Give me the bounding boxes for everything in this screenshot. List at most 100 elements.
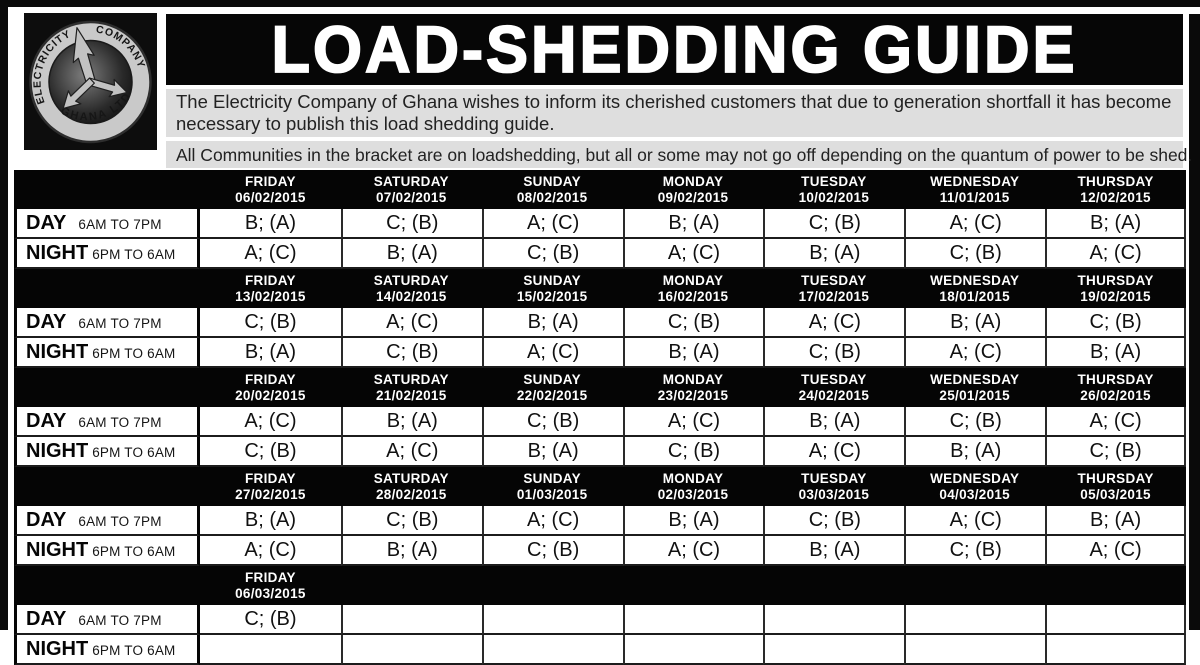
week-header-cell: SUNDAY 01/03/2015: [482, 467, 623, 506]
schedule-cell: B; (A): [622, 338, 764, 368]
weekday-date: 17/02/2015: [798, 288, 870, 304]
schedule-cell: [340, 635, 482, 665]
schedule-cell: B; (A): [622, 506, 764, 536]
day-row: DAY 6AM TO 7PM A; (C) B; (A) C; (B) A; (C) B; …: [14, 407, 1186, 437]
week-header-cell: TUESDAY 10/02/2015: [763, 170, 904, 209]
week-block: FRIDAY 27/02/2015 SATURDAY 28/02/2015 SUNDAY…: [14, 467, 1186, 566]
weekday-name: SUNDAY: [523, 372, 581, 387]
week-header-spacer: [14, 269, 200, 308]
weekday-name: MONDAY: [662, 372, 724, 387]
row-label-cell: NIGHT 6PM TO 6AM: [14, 239, 200, 269]
schedule-cell: C; (B): [481, 407, 623, 437]
week-header-cell: THURSDAY 05/03/2015: [1045, 467, 1186, 506]
schedule-cell: A; (C): [763, 437, 905, 467]
row-label: NIGHT: [26, 440, 89, 462]
week-header-cell: TUESDAY 17/02/2015: [763, 269, 904, 308]
schedule-cell: C; (B): [622, 437, 764, 467]
week-header-spacer: [14, 368, 200, 407]
weekday-name: FRIDAY: [245, 471, 296, 486]
weekday-date: 22/02/2015: [516, 387, 588, 403]
day-row: DAY 6AM TO 7PM B; (A) C; (B) A; (C) B; (A) C; …: [14, 209, 1186, 239]
week-header-cell: SUNDAY 08/02/2015: [482, 170, 623, 209]
arrow-icon: [62, 77, 95, 109]
week-header-cell: MONDAY 02/03/2015: [623, 467, 764, 506]
weekday-date: 11/01/2015: [939, 189, 1010, 205]
weekday-name: FRIDAY: [245, 372, 296, 387]
schedule-cell: C; (B): [200, 308, 341, 338]
day-row: DAY 6AM TO 7PM C; (B) A; (C) B; (A) C; (B) A; …: [14, 308, 1186, 338]
weekday-name: TUESDAY: [801, 372, 867, 387]
week-header-cell: THURSDAY 12/02/2015: [1045, 170, 1186, 209]
week-header-cell: FRIDAY 27/02/2015: [200, 467, 341, 506]
schedule-cell: A; (C): [622, 239, 764, 269]
day-row: DAY 6AM TO 7PM C; (B): [14, 605, 1186, 635]
row-time: 6AM TO 7PM: [78, 415, 162, 430]
page-top-border: [0, 0, 1200, 7]
schedule-cell: A; (C): [1045, 536, 1186, 566]
schedule-cell: [481, 635, 623, 665]
weekday-date: 02/03/2015: [657, 486, 729, 502]
week-header-cell: SATURDAY 14/02/2015: [341, 269, 482, 308]
schedule-cell: A; (C): [340, 308, 482, 338]
week-header-cell: [341, 566, 482, 605]
weekday-name: WEDNESDAY: [930, 372, 1020, 387]
weekday-date: 18/01/2015: [939, 288, 1010, 304]
page-title: LOAD-SHEDDING GUIDE: [271, 12, 1078, 87]
row-time: 6PM TO 6AM: [92, 247, 176, 262]
week-header-cell: [482, 566, 623, 605]
schedule-cell: B; (A): [200, 338, 341, 368]
schedule-cell: C; (B): [340, 506, 482, 536]
weekday-date: 26/02/2015: [1080, 387, 1151, 403]
row-label: DAY: [26, 608, 67, 630]
weekday-name: MONDAY: [662, 471, 724, 486]
weekday-name: TUESDAY: [801, 174, 867, 189]
week-header-cell: SUNDAY 22/02/2015: [482, 368, 623, 407]
week-header-cell: THURSDAY 26/02/2015: [1045, 368, 1186, 407]
weekday-date: 01/03/2015: [516, 486, 588, 502]
schedule-cell: C; (B): [904, 239, 1046, 269]
weekday-name: THURSDAY: [1077, 174, 1154, 189]
weekday-date: 21/02/2015: [375, 387, 447, 403]
night-row: NIGHT 6PM TO 6AM: [14, 635, 1186, 665]
weekday-date: 04/03/2015: [939, 486, 1010, 502]
schedule-cell: B; (A): [1045, 338, 1186, 368]
week-block: FRIDAY 20/02/2015 SATURDAY 21/02/2015 SUNDAY…: [14, 368, 1186, 467]
row-label: DAY: [26, 311, 67, 333]
row-label: DAY: [26, 410, 67, 432]
weekday-name: FRIDAY: [245, 570, 296, 585]
schedule-cell: [763, 635, 905, 665]
schedule-cell: A; (C): [200, 239, 341, 269]
schedule-cell: [904, 635, 1046, 665]
weekday-name: WEDNESDAY: [930, 273, 1020, 288]
page-left-border: [0, 7, 8, 630]
notice-primary: The Electricity Company of Ghana wishes …: [166, 89, 1183, 137]
week-header-cell: [1045, 566, 1186, 605]
schedule-cell: C; (B): [200, 605, 341, 635]
schedule-cell: A; (C): [481, 209, 623, 239]
week-header-cell: [904, 566, 1045, 605]
week-header-spacer: [14, 467, 200, 506]
weekday-date: 13/02/2015: [235, 288, 306, 304]
week-header-cell: FRIDAY 06/03/2015: [200, 566, 341, 605]
ecg-logo: ELECTRICITY COMPANY GHANA LTD: [19, 13, 157, 150]
schedule-cell: [1045, 635, 1186, 665]
weekday-name: SUNDAY: [523, 471, 581, 486]
ecg-logo-emblem: ELECTRICITY COMPANY GHANA LTD: [19, 13, 157, 150]
week-header-row: FRIDAY 06/02/2015 SATURDAY 07/02/2015 SUNDAY…: [14, 170, 1186, 209]
weekday-date: 20/02/2015: [235, 387, 306, 403]
schedule-cell: B; (A): [481, 437, 623, 467]
schedule-cell: A; (C): [1045, 407, 1186, 437]
schedule-cell: B; (A): [481, 308, 623, 338]
schedule-cell: C; (B): [763, 506, 905, 536]
schedule-cell: A; (C): [904, 338, 1046, 368]
schedule-cell: C; (B): [340, 209, 482, 239]
notice-secondary: All Communities in the bracket are on lo…: [166, 141, 1192, 168]
schedule-cell: A; (C): [904, 209, 1046, 239]
row-time: 6AM TO 7PM: [78, 514, 162, 529]
row-time: 6PM TO 6AM: [92, 445, 176, 460]
weekday-name: TUESDAY: [801, 273, 867, 288]
schedule-cell: A; (C): [340, 437, 482, 467]
schedule-cell: B; (A): [340, 407, 482, 437]
schedule-cell: B; (A): [904, 308, 1046, 338]
row-label: DAY: [26, 212, 67, 234]
